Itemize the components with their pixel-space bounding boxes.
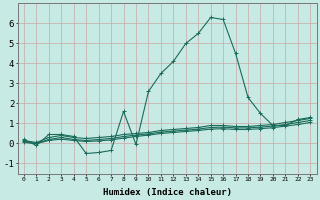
X-axis label: Humidex (Indice chaleur): Humidex (Indice chaleur) — [103, 188, 232, 197]
